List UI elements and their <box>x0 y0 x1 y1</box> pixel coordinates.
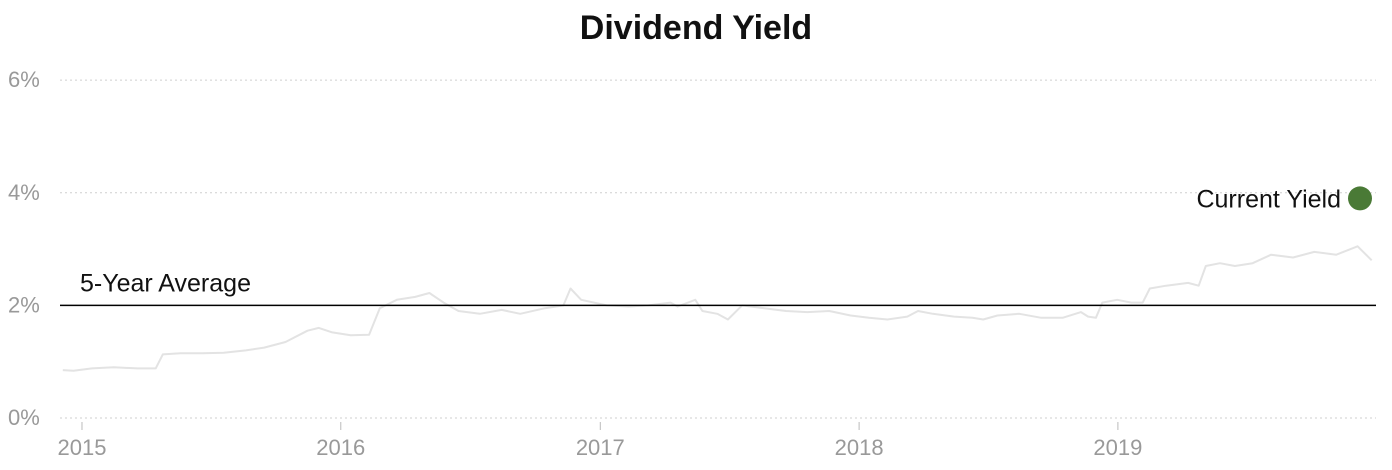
x-tick-label: 2016 <box>316 435 365 460</box>
x-axis: 2015 2016 2017 2018 2019 <box>58 422 1142 460</box>
y-tick-label: 2% <box>8 292 40 317</box>
dividend-yield-line <box>62 245 1373 372</box>
current-yield-label: Current Yield <box>1196 185 1341 213</box>
x-tick-label: 2018 <box>835 435 884 460</box>
current-yield-marker <box>1348 186 1372 211</box>
y-tick-label: 0% <box>8 405 40 430</box>
five-year-average-label: 5-Year Average <box>80 269 251 297</box>
x-tick-label: 2017 <box>576 435 625 460</box>
chart-title: Dividend Yield <box>580 9 812 47</box>
gridlines <box>60 79 1376 419</box>
y-tick-label: 6% <box>8 67 40 92</box>
x-tick-label: 2015 <box>58 435 107 460</box>
y-axis-tick-labels: 0% 2% 4% 6% <box>8 67 40 430</box>
x-tick-label: 2019 <box>1093 435 1142 460</box>
y-tick-label: 4% <box>8 180 40 205</box>
